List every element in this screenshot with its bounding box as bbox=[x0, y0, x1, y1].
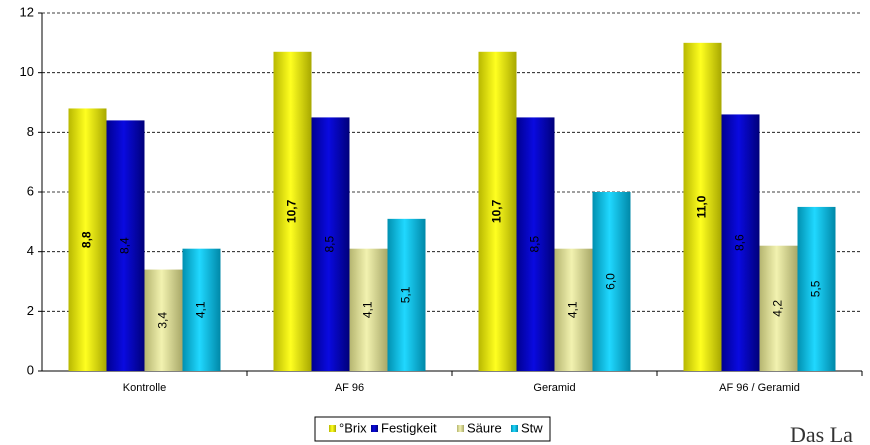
legend-box bbox=[314, 416, 551, 442]
value-label: 4,1 bbox=[361, 301, 375, 318]
value-label: 5,1 bbox=[399, 286, 413, 303]
value-label: 4,2 bbox=[771, 300, 785, 317]
bar bbox=[273, 51, 312, 372]
y-tick-label: 6 bbox=[27, 183, 34, 198]
y-tick-label: 2 bbox=[27, 303, 34, 318]
value-label: 11,0 bbox=[695, 195, 709, 218]
bar bbox=[554, 248, 593, 371]
value-label: 8,8 bbox=[80, 231, 94, 248]
bar bbox=[182, 248, 221, 371]
bar bbox=[797, 206, 836, 371]
legend-swatch bbox=[371, 425, 378, 432]
y-tick-label: 0 bbox=[27, 362, 34, 377]
x-tick-label: Geramid bbox=[533, 382, 575, 394]
bar bbox=[68, 108, 107, 371]
bar bbox=[387, 218, 426, 371]
value-label: 10,7 bbox=[285, 199, 299, 223]
watermark: Das La bbox=[790, 422, 853, 445]
value-label: 8,6 bbox=[733, 234, 747, 251]
bar bbox=[311, 117, 350, 372]
legend-swatch bbox=[329, 425, 336, 432]
value-label: 10,7 bbox=[490, 199, 504, 223]
bar bbox=[106, 120, 145, 372]
legend-label: Festigkeit bbox=[381, 420, 437, 435]
bar bbox=[144, 269, 183, 371]
y-tick-label: 8 bbox=[27, 124, 34, 139]
x-tick-label: AF 96 bbox=[335, 382, 364, 394]
y-tick-label: 10 bbox=[20, 64, 34, 79]
y-tick-label: 4 bbox=[27, 243, 34, 258]
bar bbox=[721, 114, 760, 371]
legend-swatch bbox=[511, 425, 518, 432]
value-label: 3,4 bbox=[156, 312, 170, 329]
value-label: 8,4 bbox=[118, 237, 132, 254]
bar bbox=[516, 117, 555, 372]
x-tick-label: Kontrolle bbox=[123, 382, 166, 394]
legend-swatch bbox=[457, 425, 464, 432]
bar bbox=[759, 245, 798, 371]
bar bbox=[478, 51, 517, 372]
x-tick-label: AF 96 / Geramid bbox=[719, 382, 800, 394]
legend-label: Stw bbox=[521, 420, 543, 435]
legend-label: Säure bbox=[467, 420, 502, 435]
value-label: 5,5 bbox=[809, 280, 823, 297]
bar bbox=[683, 42, 722, 371]
value-label: 4,1 bbox=[194, 301, 208, 318]
value-label: 8,5 bbox=[528, 236, 542, 253]
value-label: 6,0 bbox=[604, 273, 618, 290]
legend-label: °Brix bbox=[339, 420, 367, 435]
bar bbox=[349, 248, 388, 371]
y-tick-label: 12 bbox=[20, 4, 34, 19]
bar bbox=[592, 192, 631, 371]
value-label: 8,5 bbox=[323, 236, 337, 253]
value-label: 4,1 bbox=[566, 301, 580, 318]
